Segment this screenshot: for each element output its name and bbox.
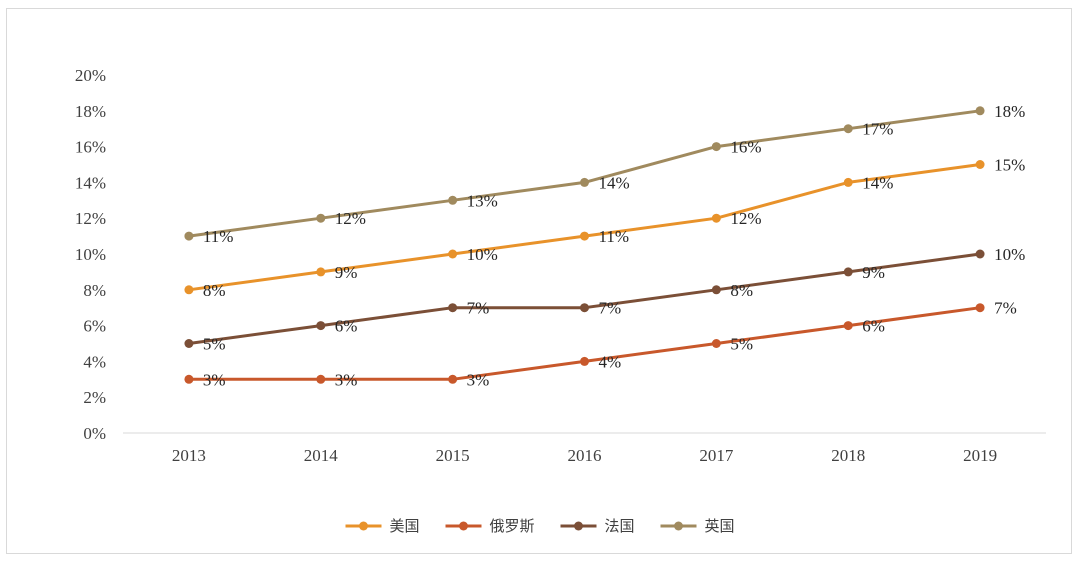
data-point — [448, 195, 458, 205]
data-point — [184, 285, 194, 295]
data-label: 13% — [467, 191, 498, 210]
series-points — [184, 106, 985, 384]
data-label: 10% — [467, 245, 498, 264]
x-tick-label: 2017 — [699, 446, 734, 465]
x-tick-label: 2015 — [436, 446, 470, 465]
data-label: 6% — [335, 317, 358, 336]
legend-label: 美国 — [390, 517, 420, 535]
chart-frame — [6, 8, 1072, 554]
data-label: 12% — [730, 209, 761, 228]
data-label: 12% — [335, 209, 366, 228]
x-tick-label: 2016 — [568, 446, 602, 465]
data-label: 7% — [599, 299, 622, 318]
data-point — [711, 339, 721, 348]
data-label: 17% — [862, 120, 893, 139]
data-point — [843, 321, 853, 331]
series-lines — [187, 109, 982, 381]
legend-item: 法国 — [560, 517, 635, 535]
data-point — [184, 339, 194, 348]
data-label: 18% — [994, 102, 1025, 121]
y-tick-label: 6% — [83, 317, 106, 336]
y-tick-label: 10% — [75, 245, 106, 264]
data-point — [448, 303, 458, 313]
data-point — [580, 231, 589, 241]
data-point — [316, 213, 326, 223]
data-point — [184, 374, 194, 384]
data-label: 15% — [994, 156, 1025, 175]
data-point — [975, 249, 985, 259]
legend-item: 英国 — [660, 517, 735, 535]
data-label: 7% — [994, 299, 1017, 318]
data-point — [975, 160, 985, 169]
x-tick-label: 2013 — [172, 446, 206, 465]
x-tick-label: 2019 — [963, 446, 997, 465]
data-label: 6% — [862, 317, 885, 336]
data-point — [975, 303, 985, 313]
legend: 美国 俄罗斯 法国 英国 — [345, 517, 735, 535]
y-tick-label: 0% — [83, 424, 106, 443]
data-label: 9% — [862, 263, 885, 282]
data-label: 5% — [730, 335, 753, 354]
legend-swatch-marker — [459, 521, 468, 531]
data-point — [975, 106, 985, 116]
data-point — [184, 231, 194, 241]
x-axis-ticks: 2013 2014 2015 2016 2017 2018 2019 — [172, 446, 997, 465]
data-label: 9% — [335, 263, 358, 282]
y-tick-label: 4% — [83, 352, 106, 371]
legend-label: 俄罗斯 — [490, 517, 535, 535]
data-point — [843, 177, 853, 187]
legend-swatch-marker — [674, 521, 683, 531]
data-point — [316, 374, 326, 384]
x-tick-label: 2018 — [831, 446, 865, 465]
legend-item: 美国 — [345, 517, 420, 535]
legend-item: 俄罗斯 — [445, 517, 535, 535]
data-point — [580, 356, 589, 366]
data-point — [711, 142, 721, 152]
data-label: 8% — [730, 281, 753, 300]
y-tick-label: 2% — [83, 388, 106, 407]
data-label: 3% — [335, 370, 358, 389]
data-label: 11% — [599, 227, 630, 246]
data-label: 8% — [203, 281, 226, 300]
data-point — [316, 321, 326, 331]
data-label: 11% — [203, 227, 234, 246]
y-tick-label: 12% — [75, 209, 106, 228]
legend-swatch-marker — [574, 521, 583, 531]
data-point — [711, 213, 721, 223]
data-point — [448, 249, 458, 259]
y-tick-label: 16% — [75, 138, 106, 157]
data-point — [711, 285, 721, 295]
data-label: 14% — [599, 173, 630, 192]
data-label: 7% — [467, 299, 490, 318]
data-point — [580, 177, 589, 187]
y-axis-ticks: 0% 2% 4% 6% 8% 10% 12% 14% 16% 18% 20% — [75, 66, 106, 443]
legend-label: 法国 — [605, 517, 635, 535]
data-point — [580, 303, 589, 313]
data-point — [316, 267, 326, 277]
data-labels: 8% 9% 10% 11% 12% 14% 15% 3% 3% 3% 4% 5% 6% 7% 5% 6% 7% 7… — [203, 102, 1025, 389]
x-tick-label: 2014 — [304, 446, 339, 465]
legend-swatch-marker — [359, 521, 368, 531]
y-tick-label: 8% — [83, 281, 106, 300]
y-tick-label: 20% — [75, 66, 106, 85]
y-tick-label: 14% — [75, 173, 106, 192]
data-label: 3% — [467, 370, 490, 389]
data-label: 3% — [203, 370, 226, 389]
data-label: 5% — [203, 335, 226, 354]
data-point — [843, 267, 853, 277]
data-label: 14% — [862, 173, 893, 192]
data-point — [843, 124, 853, 134]
data-label: 4% — [599, 352, 622, 371]
legend-label: 英国 — [705, 517, 735, 535]
data-point — [448, 374, 458, 384]
data-label: 10% — [994, 245, 1025, 264]
data-label: 16% — [730, 138, 761, 157]
y-tick-label: 18% — [75, 102, 106, 121]
